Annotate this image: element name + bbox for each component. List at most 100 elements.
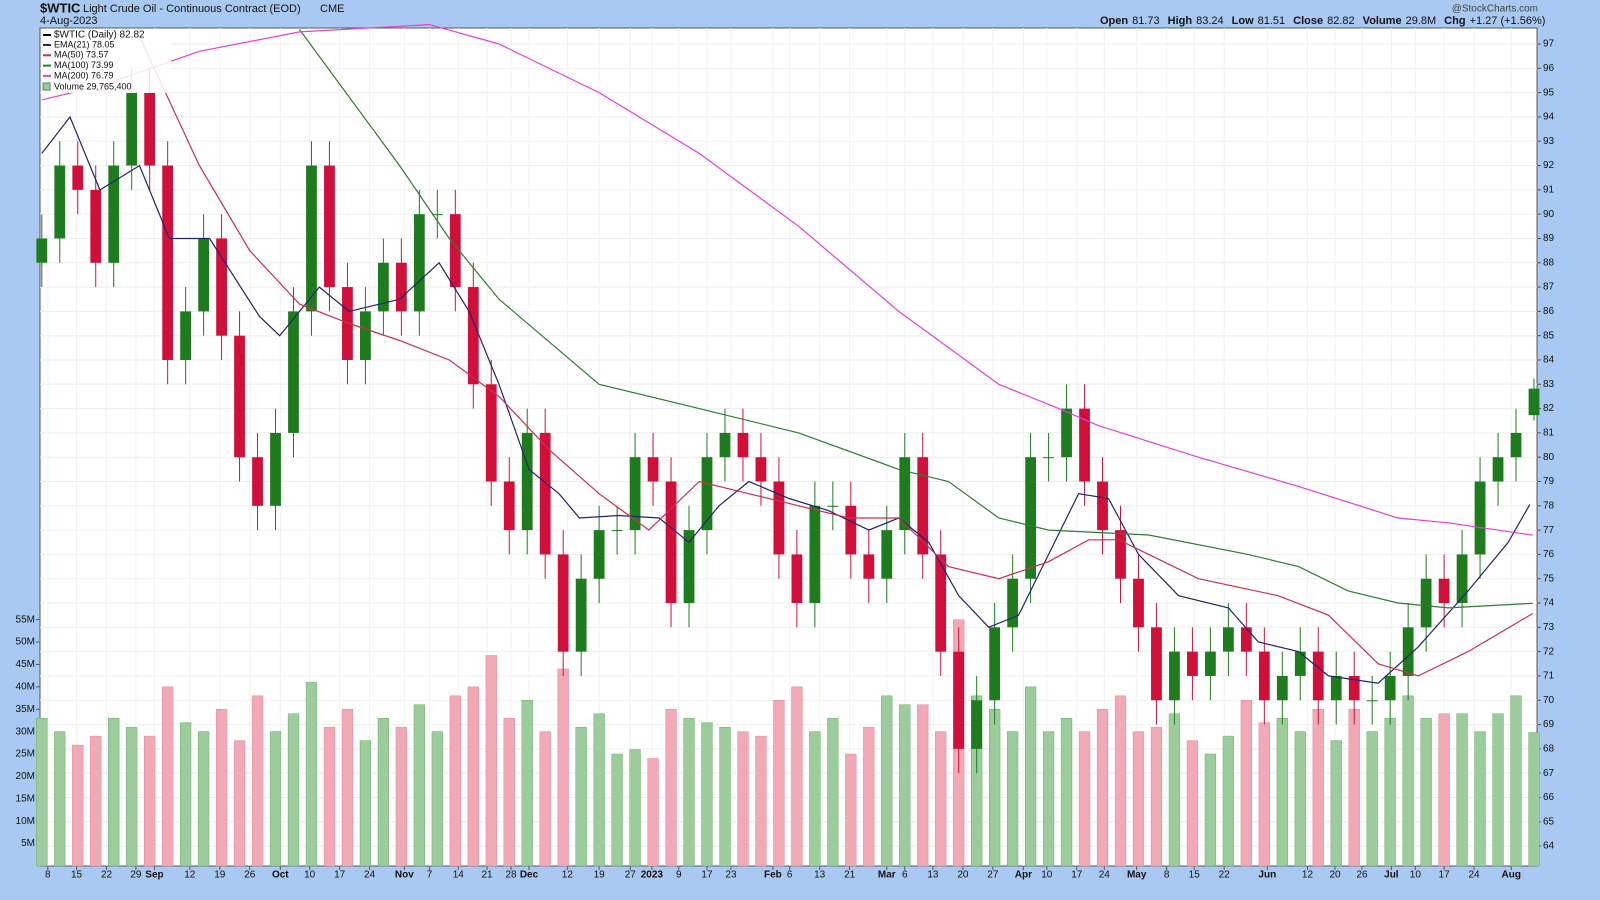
volume-bar xyxy=(377,717,390,867)
volume-bar xyxy=(1240,700,1252,867)
volume-bar xyxy=(413,704,425,867)
x-tick-label: 10 xyxy=(1410,870,1422,881)
candle-body xyxy=(593,530,605,579)
volume-bar xyxy=(1258,722,1270,867)
x-tick-label: 24 xyxy=(364,870,376,881)
volume-tick-label: 55M xyxy=(16,614,35,625)
volume-bar xyxy=(179,722,192,867)
volume-bar xyxy=(126,726,138,867)
candle-body xyxy=(683,530,695,604)
candle-body xyxy=(1097,481,1108,531)
candle-body xyxy=(1438,578,1450,604)
volume-bar xyxy=(917,704,929,867)
volume-bar xyxy=(1294,731,1306,867)
x-tick-label: Jul xyxy=(1384,870,1399,881)
x-tick-label: 9 xyxy=(676,870,682,881)
candle-body xyxy=(935,554,947,652)
volume-bar xyxy=(863,726,875,867)
volume-bar xyxy=(845,753,857,867)
y-tick-label: 92 xyxy=(1543,160,1555,171)
x-tick-label: Sep xyxy=(145,870,163,881)
legend-label: MA(50) 73.57 xyxy=(54,50,109,60)
x-tick-label: 20 xyxy=(1329,870,1341,881)
candle-body xyxy=(413,214,425,312)
volume-bar xyxy=(323,726,336,867)
quote-label: Close xyxy=(1293,15,1323,27)
candle-body xyxy=(252,457,263,506)
volume-bar xyxy=(233,740,246,867)
exchange: CME xyxy=(320,3,344,15)
candle-body xyxy=(1348,675,1360,701)
candle-body xyxy=(1474,481,1486,555)
ma-line xyxy=(138,36,1534,677)
candle-body xyxy=(108,165,120,263)
y-tick-label: 65 xyxy=(1543,816,1555,827)
volume-bar xyxy=(1060,717,1073,867)
x-tick-label: 10 xyxy=(304,870,316,881)
candle-body xyxy=(1330,675,1342,701)
volume-bar xyxy=(791,686,803,867)
volume-bar xyxy=(611,753,623,867)
y-tick-label: 83 xyxy=(1543,379,1555,390)
x-tick-label: 8 xyxy=(1164,870,1170,881)
candle-body xyxy=(126,92,138,166)
candle-body xyxy=(1007,578,1019,628)
candle-body xyxy=(342,287,353,360)
date: 4-Aug-2023 xyxy=(40,15,98,27)
y-tick-label: 64 xyxy=(1543,841,1555,852)
candle-body xyxy=(737,432,749,458)
plot-area xyxy=(39,27,1538,867)
volume-bar xyxy=(1096,708,1109,867)
volume-bar xyxy=(269,731,282,867)
volume-bar xyxy=(809,731,821,867)
volume-bar xyxy=(1114,695,1127,867)
volume-bar xyxy=(72,744,84,867)
volume-tick-label: 20M xyxy=(16,771,35,782)
volume-bar xyxy=(431,731,443,867)
volume-bar xyxy=(521,700,533,867)
candle-body xyxy=(1420,578,1432,628)
volume-bar xyxy=(1204,753,1217,867)
y-tick-label: 78 xyxy=(1543,500,1555,511)
volume-bar xyxy=(144,735,156,867)
x-tick-label: Jun xyxy=(1258,870,1276,881)
x-tick-label: 21 xyxy=(481,870,493,881)
candle-body xyxy=(1025,457,1037,579)
quote-label: Open xyxy=(1100,15,1128,27)
candle-body xyxy=(881,530,893,579)
y-tick-label: 80 xyxy=(1543,452,1555,463)
candle-body xyxy=(1492,457,1504,482)
volume-bar xyxy=(1492,713,1504,867)
volume-bar xyxy=(629,749,641,867)
candle-body xyxy=(1204,651,1216,676)
candle-body xyxy=(701,457,713,531)
volume-bar xyxy=(1366,731,1378,867)
volume-bar xyxy=(1078,731,1091,867)
candle-body xyxy=(1169,651,1180,701)
candle-body xyxy=(1240,627,1252,652)
candle-body xyxy=(234,335,245,458)
quote-value: 82.82 xyxy=(1327,15,1355,27)
candle-body xyxy=(395,262,407,312)
x-tick-label: 23 xyxy=(725,870,737,881)
x-tick-label: 6 xyxy=(787,870,793,881)
volume-bar xyxy=(1186,740,1199,867)
y-tick-label: 88 xyxy=(1543,257,1555,268)
candle-body xyxy=(827,505,839,507)
x-tick-label: 10 xyxy=(1041,870,1053,881)
volume-bar xyxy=(1276,717,1288,867)
y-tick-label: 84 xyxy=(1543,355,1555,366)
candle-body xyxy=(503,481,515,531)
candle-body xyxy=(845,505,857,555)
y-tick-label: 89 xyxy=(1543,233,1555,244)
symbol: $WTIC xyxy=(40,0,81,15)
x-tick-label: 17 xyxy=(334,870,346,881)
candle-body xyxy=(270,432,281,506)
y-tick-label: 67 xyxy=(1543,768,1555,779)
legend-swatch xyxy=(42,82,51,91)
legend-box xyxy=(41,29,171,93)
quote-value: 81.51 xyxy=(1258,15,1286,27)
volume-bar xyxy=(683,717,695,867)
volume-bar xyxy=(449,695,461,867)
